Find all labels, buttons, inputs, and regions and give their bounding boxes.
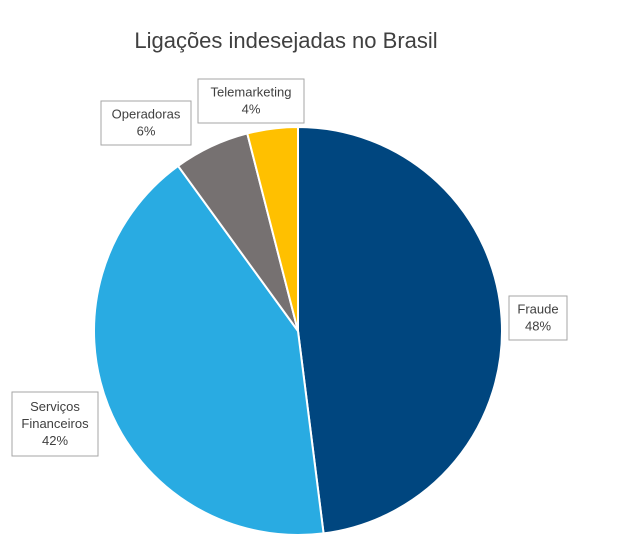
data-label-operadoras: Operadoras 6% — [100, 100, 192, 146]
pie-slice-telemarketing — [246, 125, 299, 332]
slice-name-label: Serviços — [30, 399, 80, 414]
slice-percent-label: 6% — [137, 124, 156, 139]
slice-percent-label: 42% — [42, 433, 68, 448]
pie-slice-servi-os-financeiros — [93, 164, 325, 536]
slice-name-label: Telemarketing — [211, 85, 292, 100]
slice-percent-label: 4% — [242, 102, 261, 117]
data-label-servi-os-financeiros: Serviços Financeiros 42% — [11, 391, 99, 457]
slice-name-label: Fraude — [517, 302, 558, 317]
pie-slice-fraude — [297, 125, 503, 535]
slice-name-label: Operadoras — [112, 107, 181, 122]
data-label-telemarketing: Telemarketing 4% — [197, 78, 305, 124]
slice-name-label: Financeiros — [21, 416, 89, 431]
data-label-fraude: Fraude 48% — [508, 295, 568, 341]
chart-title: Ligações indesejadas no Brasil — [134, 28, 438, 53]
slice-percent-label: 48% — [525, 319, 551, 334]
